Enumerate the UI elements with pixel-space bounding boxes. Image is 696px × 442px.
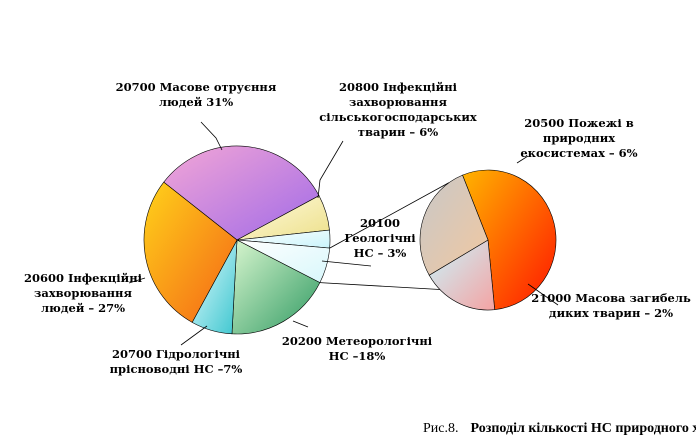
caption-prefix: Рис.8. <box>423 421 459 436</box>
label-mass-poisoning: 20700 Масове отруєння людей 31% <box>116 80 277 109</box>
connector-line-bottom <box>319 282 440 290</box>
label-hydrological: 20700 Гідрологічні прісноводні НС –7% <box>110 347 243 376</box>
label-meteorological: 20200 Метеорологічні НС –18% <box>282 334 433 363</box>
leader-geological <box>321 260 372 267</box>
label-farm-animal-infections: 20800 Інфекційні захворювання сільськогосп… <box>319 80 477 139</box>
label-geological: 20100 Геологічні НС – 3% <box>344 216 416 260</box>
secondary-pie <box>419 169 557 311</box>
caption-text: Розподіл кількості НС природного характе… <box>471 421 696 436</box>
secondary-pie-slice-1 <box>462 169 557 310</box>
leader-mass-poisoning <box>200 121 223 151</box>
main-pie-slice-5 <box>231 239 321 335</box>
leader-hydrological <box>180 325 208 346</box>
leader-wild-animal-deaths <box>527 283 559 306</box>
leader-farm-animal-infections <box>317 140 344 199</box>
leader-human-infections <box>128 277 146 284</box>
leader-meteorological <box>292 320 309 328</box>
secondary-pie-slice-3 <box>419 174 489 276</box>
main-pie <box>143 145 331 335</box>
label-wild-animal-deaths: 21000 Масова загибель диких тварин – 2% <box>531 291 691 320</box>
main-pie-slice-7 <box>143 181 238 323</box>
slice-labels: 20700 Масове отруєння людей 31% 20800 Інфе… <box>24 80 691 376</box>
connector-lines <box>319 182 450 290</box>
label-ecosystem-fires: 20500 Пожежі в природних екосистемах – 6% <box>520 116 637 160</box>
connector-line-top <box>329 182 450 249</box>
leader-ecosystem-fires <box>516 155 529 164</box>
leader-lines <box>128 121 559 346</box>
figure-caption: Рис.8. Розподіл кількості НС природного … <box>423 419 696 436</box>
secondary-pie-slice-2 <box>428 239 496 311</box>
label-human-infections: 20600 Інфекційні захворювання людей – 27% <box>24 271 143 315</box>
